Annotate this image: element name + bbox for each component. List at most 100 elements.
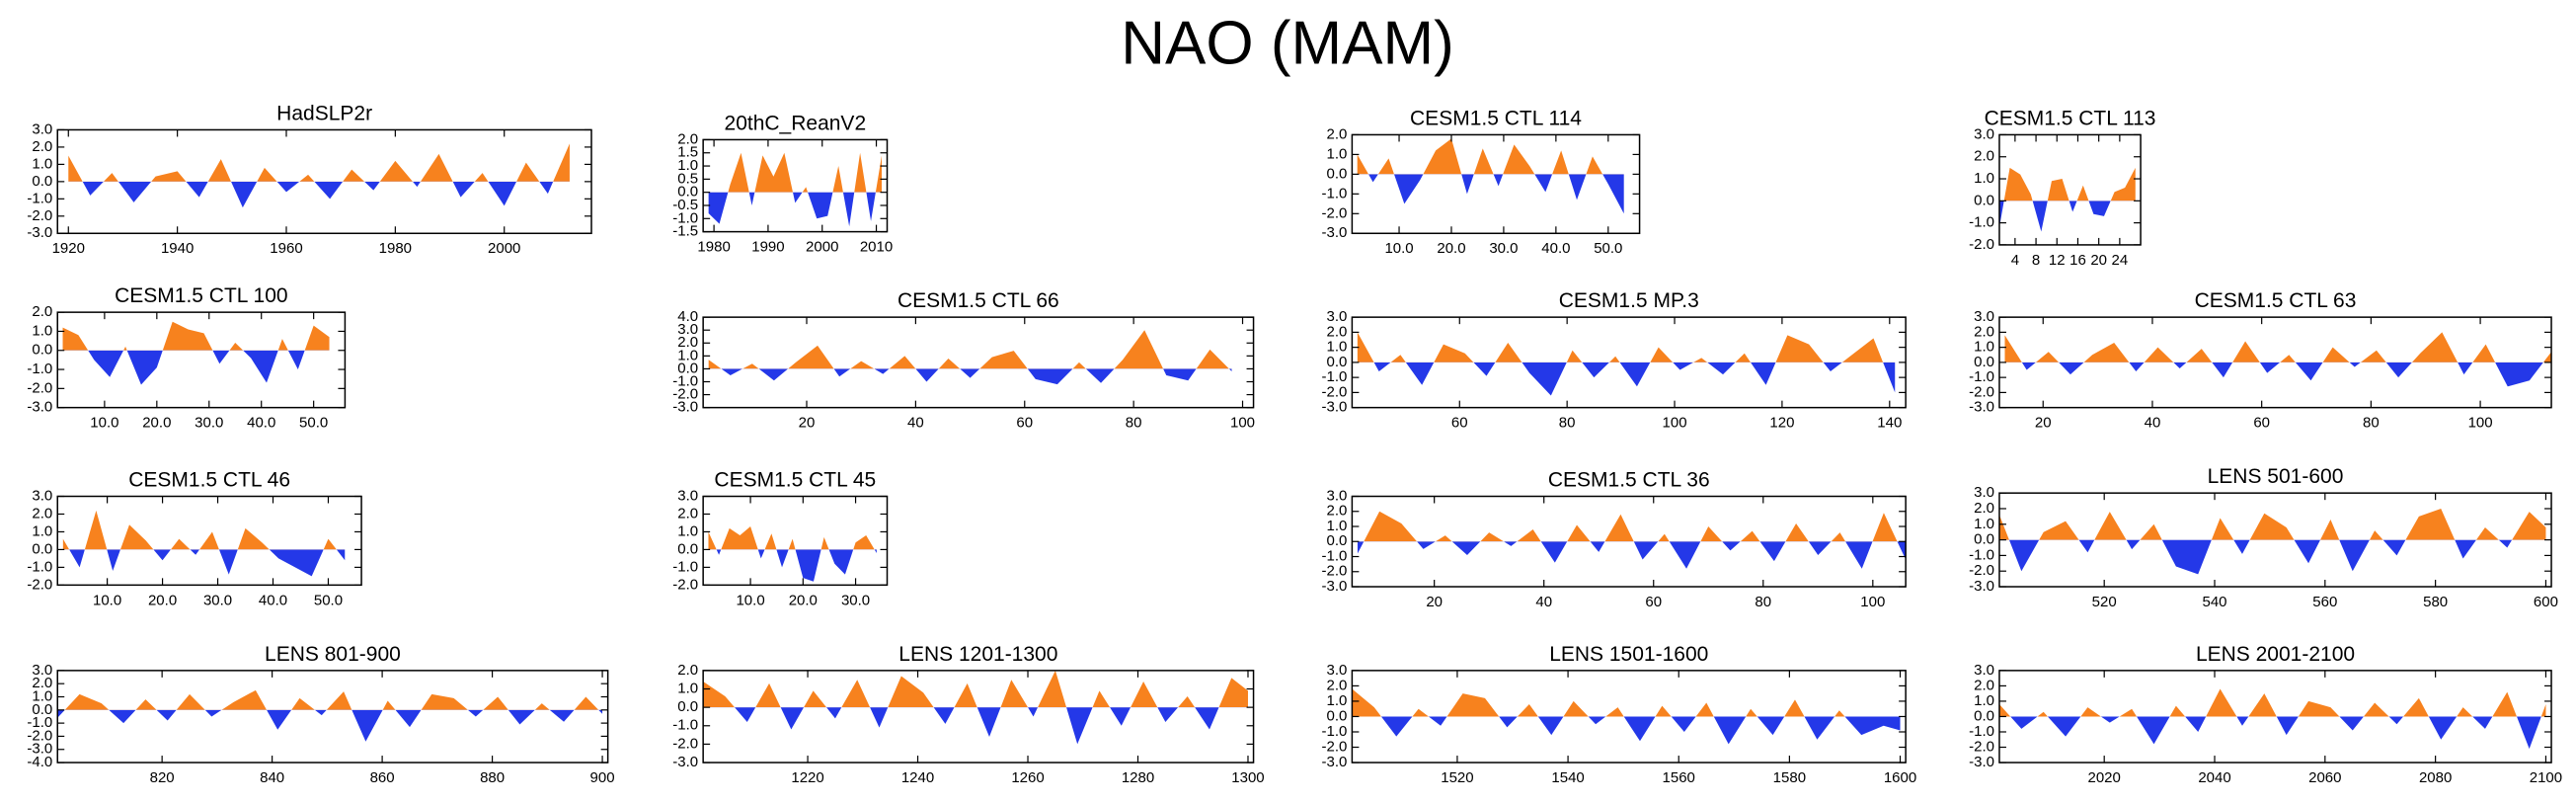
panel-title: HadSLP2r <box>276 102 372 124</box>
positive-area <box>1352 688 1845 717</box>
x-tick-label: 2020 <box>2088 769 2121 786</box>
y-tick-label: 2.0 <box>677 662 698 679</box>
positive-area <box>68 143 570 182</box>
x-tick-label: 10.0 <box>93 592 121 608</box>
positive-area <box>728 152 883 193</box>
y-tick-label: -2.0 <box>1969 562 1994 579</box>
y-tick-label: -1.0 <box>672 558 698 575</box>
panel-title: CESM1.5 CTL 66 <box>898 289 1059 312</box>
negative-area <box>716 549 877 582</box>
positive-area <box>57 689 603 710</box>
x-tick-label: 50.0 <box>314 592 343 608</box>
negative-area <box>2004 361 2552 387</box>
x-tick-label: 30.0 <box>195 415 223 432</box>
x-tick-label: 2040 <box>2198 769 2230 786</box>
x-tick-label: 100 <box>1860 594 1885 610</box>
y-tick-label: 2.0 <box>32 505 52 522</box>
x-tick-label: 1980 <box>697 239 730 256</box>
positive-area <box>62 321 330 351</box>
y-tick-label: -1.0 <box>1322 723 1348 740</box>
x-tick-label: 10.0 <box>90 415 118 432</box>
y-tick-label: -2.0 <box>1969 383 1994 400</box>
plot-frame <box>56 670 609 763</box>
x-tick-label: 2010 <box>860 239 893 256</box>
x-tick-label: 600 <box>2534 594 2558 610</box>
plot-frame <box>56 495 362 587</box>
y-tick-label: 0.0 <box>32 701 52 718</box>
panel-title: LENS 1501-1600 <box>1549 643 1708 666</box>
y-tick-label: 2.0 <box>1327 323 1348 340</box>
y-tick-label: -1.0 <box>672 209 698 226</box>
y-tick-label: 2.0 <box>1327 503 1348 520</box>
y-tick-label: -2.0 <box>1322 563 1348 580</box>
negative-area <box>69 549 346 577</box>
y-tick-label: -3.0 <box>27 741 52 758</box>
y-tick-label: -2.0 <box>1322 204 1348 221</box>
y-tick-label: 2.0 <box>1974 323 1994 340</box>
y-tick-label: 2.0 <box>1974 148 1994 165</box>
x-tick-label: 2060 <box>2308 769 2341 786</box>
x-tick-label: 100 <box>1663 415 1687 432</box>
x-tick-label: 30.0 <box>841 592 870 608</box>
y-tick-label: 0.0 <box>677 360 698 376</box>
x-tick-label: 60 <box>2253 415 2270 432</box>
y-tick-label: 0.0 <box>1974 531 1994 548</box>
y-tick-label: 0.0 <box>32 173 52 190</box>
y-tick-label: 1.0 <box>1327 339 1348 356</box>
positive-area <box>62 510 346 550</box>
x-tick-label: 20.0 <box>142 415 171 432</box>
x-tick-label: 60 <box>1451 415 1468 432</box>
y-tick-label: -1.0 <box>672 717 698 734</box>
x-tick-label: 1580 <box>1773 769 1806 786</box>
y-tick-label: 0.0 <box>1327 707 1348 724</box>
y-tick-label: 1.0 <box>1327 692 1348 709</box>
y-tick-label: -2.0 <box>27 207 52 224</box>
y-tick-label: -1.5 <box>672 223 698 240</box>
y-tick-label: -2.0 <box>27 379 52 396</box>
y-tick-label: 2.0 <box>1974 500 1994 517</box>
y-tick-label: 3.0 <box>1974 484 1994 501</box>
y-tick-label: 1.0 <box>1327 145 1348 162</box>
y-tick-label: 3.0 <box>1974 125 1994 142</box>
y-tick-label: 1.0 <box>1974 339 1994 356</box>
y-tick-label: 2.0 <box>1327 125 1348 142</box>
x-tick-label: 580 <box>2423 594 2448 610</box>
y-tick-label: 3.0 <box>32 487 52 504</box>
panel: LENS 501-600 -3.0-2.0-1.00.01.02.03.0 520 5… <box>1969 465 2558 610</box>
y-tick-label: -1.0 <box>1969 214 1994 231</box>
x-tick-label: 50.0 <box>299 415 328 432</box>
main-title: NAO (MAM) <box>1121 9 1454 77</box>
x-tick-label: 40.0 <box>1541 240 1570 257</box>
x-tick-label: 80 <box>1755 594 1771 610</box>
x-tick-label: 880 <box>480 769 505 786</box>
x-tick-label: 16 <box>2069 252 2086 269</box>
y-tick-label: -3.0 <box>1969 578 1994 595</box>
panel: CESM1.5 CTL 114 -3.0 -2.0 -1.0 0.0 1.0 2.0 10.0… <box>1322 107 1641 257</box>
y-tick-label: 0.0 <box>1327 354 1348 370</box>
positive-area <box>1357 138 1603 175</box>
negative-area <box>82 181 554 208</box>
y-tick-label: 3.0 <box>32 120 52 137</box>
y-tick-label: -1.0 <box>1322 547 1348 564</box>
y-tick-label: -2.0 <box>1969 236 1994 253</box>
y-tick-label: 3.0 <box>1327 487 1348 504</box>
x-tick-label: 10.0 <box>736 592 764 608</box>
x-tick-label: 40.0 <box>247 415 275 432</box>
x-tick-label: 40 <box>1535 594 1552 610</box>
x-tick-label: 50.0 <box>1594 240 1622 257</box>
x-tick-label: 20 <box>1426 594 1443 610</box>
x-tick-label: 1940 <box>161 240 194 257</box>
y-tick-label: 4.0 <box>677 308 698 325</box>
panel-title: CESM1.5 CTL 63 <box>2195 289 2357 312</box>
y-tick-label: -2.0 <box>672 576 698 593</box>
y-tick-label: 3.0 <box>32 662 52 679</box>
y-tick-label: 1.0 <box>677 522 698 539</box>
y-tick-label: 1.0 <box>1974 692 1994 709</box>
x-tick-label: 24 <box>2112 252 2129 269</box>
x-tick-label: 1280 <box>1122 769 1154 786</box>
positive-area <box>708 526 877 550</box>
x-tick-label: 60 <box>1645 594 1662 610</box>
x-tick-label: 1980 <box>379 240 412 257</box>
x-tick-label: 2000 <box>806 239 838 256</box>
x-tick-label: 2100 <box>2530 769 2562 786</box>
